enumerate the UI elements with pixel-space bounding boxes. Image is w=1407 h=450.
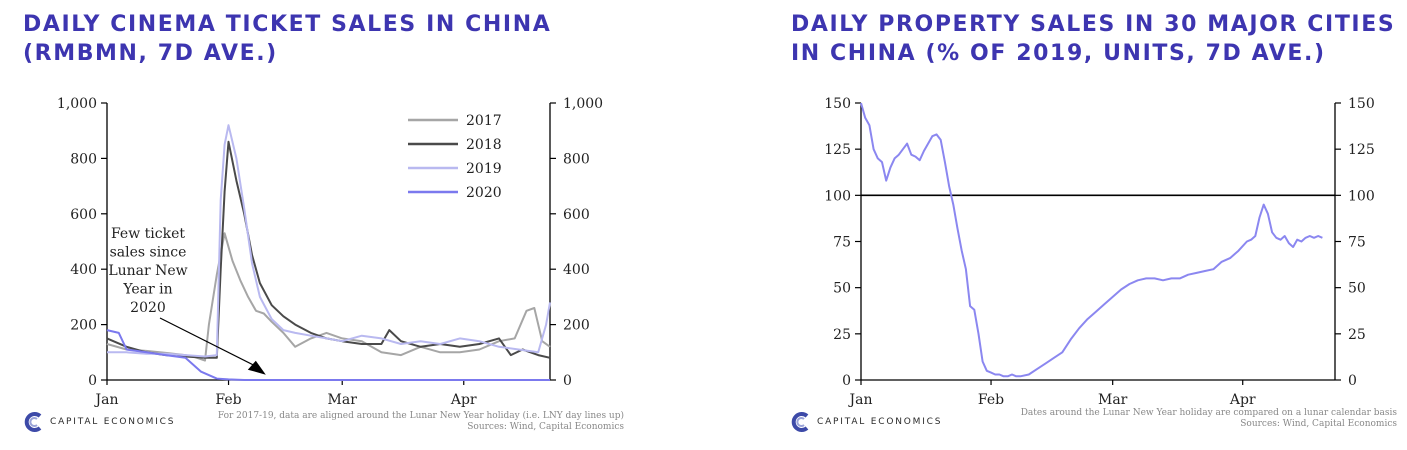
logo-text: CAPITAL ECONOMICS [50, 417, 176, 427]
cinema-x-tick-label: Feb [215, 392, 241, 408]
cinema-y-tick-label-right: 1,000 [563, 96, 603, 112]
cinema-x-tick-label: Mar [328, 392, 358, 408]
cinema-annotation-arrow-line [159, 317, 256, 367]
property-y-tick-label-left: 100 [824, 188, 851, 204]
logo-c-icon [791, 412, 809, 432]
cinema-title-line-1: DAILY CINEMA TICKET SALES IN CHINA [23, 12, 552, 37]
capital-economics-logo: CAPITAL ECONOMICS [23, 410, 175, 434]
property-chart-title: DAILY PROPERTY SALES IN 30 MAJOR CITIES … [791, 10, 1395, 68]
cinema-y-tick-label-left: 800 [70, 151, 97, 167]
cinema-y-tick-label-right: 400 [563, 262, 590, 278]
capital-economics-logo-2: CAPITAL ECONOMICS [790, 410, 942, 434]
cinema-annotation-line: 2020 [130, 300, 166, 316]
cinema-chart-panel: DAILY CINEMA TICKET SALES IN CHINA (RMBM… [0, 0, 680, 450]
cinema-y-tick-label-right: 200 [563, 318, 590, 334]
cinema-series-2018 [106, 140, 551, 359]
property-y-tick-label-right: 100 [1348, 188, 1375, 204]
property-x-tick-label: Feb [978, 392, 1004, 408]
cinema-y-tick-label-left: 1,000 [57, 96, 97, 112]
property-y-tick-label-left: 150 [824, 96, 851, 112]
cinema-y-tick-label-left: 600 [70, 207, 97, 223]
property-x-tick-label: Jan [848, 392, 873, 408]
cinema-legend-label-2017: 2017 [466, 113, 502, 129]
property-y-tick-label-left: 125 [824, 142, 851, 158]
property-series-property-sales [860, 102, 1323, 378]
cinema-footnote: For 2017-19, data are aligned around the… [217, 411, 624, 421]
cinema-series-2020 [106, 329, 550, 381]
property-y-tick-label-left: 75 [833, 235, 851, 251]
cinema-legend-label-2019: 2019 [466, 161, 502, 177]
property-y-tick-label-right: 0 [1348, 373, 1357, 389]
cinema-title-line-2: (RMBMN, 7D AVE.) [23, 41, 278, 66]
cinema-y-tick-label-right: 0 [563, 373, 572, 389]
cinema-y-tick-label-left: 0 [88, 373, 97, 389]
property-footnote: Dates around the Lunar New Year holiday … [1020, 408, 1397, 418]
cinema-chart-title: DAILY CINEMA TICKET SALES IN CHINA (RMBM… [23, 10, 551, 68]
cinema-y-tick-label-left: 400 [70, 262, 97, 278]
logo-c-icon [24, 412, 42, 432]
cinema-y-tick-label-right: 600 [563, 207, 590, 223]
cinema-annotation-arrow-head [247, 360, 266, 375]
cinema-annotation-line: Year in [122, 282, 172, 298]
property-y-tick-label-right: 125 [1348, 142, 1375, 158]
cinema-series-2019 [107, 124, 551, 358]
cinema-annotation-line: Lunar New [108, 263, 187, 279]
property-y-tick-label-left: 25 [833, 327, 851, 343]
property-title-line-1: DAILY PROPERTY SALES IN 30 MAJOR CITIES [791, 12, 1396, 37]
cinema-footnote-block: For 2017-19, data are aligned around the… [218, 411, 624, 433]
property-title-line-2: IN CHINA (% OF 2019, UNITS, 7D AVE.) [791, 41, 1326, 66]
property-y-tick-label-right: 150 [1348, 96, 1375, 112]
cinema-chart-svg: 0 0 200 200 400 400 600 600 800 800 1,000 1,000 Jan F… [57, 96, 603, 408]
logo-text-2: CAPITAL ECONOMICS [817, 417, 943, 427]
cinema-legend-label-2018: 2018 [466, 137, 502, 153]
property-chart-panel: DAILY PROPERTY SALES IN 30 MAJOR CITIES … [772, 0, 1407, 450]
cinema-x-tick-label: Jan [94, 392, 119, 408]
property-chart-svg: 0 0 25 25 50 50 75 75 100 100 125 125 150 150 Jan Feb Ma… [824, 96, 1375, 408]
cinema-y-tick-label-right: 800 [563, 151, 590, 167]
cinema-legend-label-2020: 2020 [466, 185, 502, 201]
cinema-annotation-line: sales since [110, 245, 187, 261]
cinema-annotation-line: Few ticket [111, 226, 185, 242]
cinema-x-tick-label: Apr [450, 392, 477, 408]
property-x-tick-label: Mar [1098, 392, 1128, 408]
property-y-tick-label-left: 50 [833, 281, 851, 297]
property-y-tick-label-right: 75 [1348, 235, 1366, 251]
cinema-series-2017 [106, 232, 551, 362]
cinema-y-tick-label-left: 200 [70, 318, 97, 334]
property-x-tick-label: Apr [1229, 392, 1256, 408]
property-source: Sources: Wind, Capital Economics [1240, 419, 1397, 429]
property-y-tick-label-right: 50 [1348, 281, 1366, 297]
property-footnote-block: Dates around the Lunar New Year holiday … [1021, 408, 1397, 430]
property-y-tick-label-left: 0 [842, 373, 851, 389]
cinema-source: Sources: Wind, Capital Economics [467, 422, 624, 432]
property-y-tick-label-right: 25 [1348, 327, 1366, 343]
